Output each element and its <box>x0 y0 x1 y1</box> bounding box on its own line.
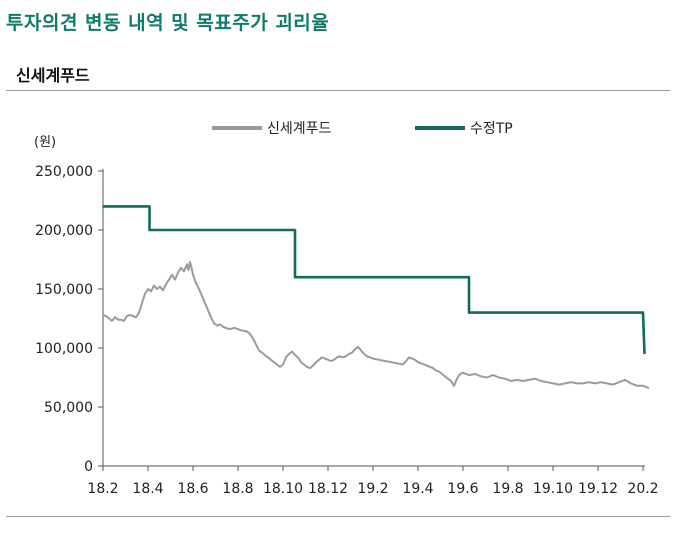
chart-axes <box>102 169 645 467</box>
chart-series <box>102 205 650 390</box>
x-axis-ticks: 18.2 18.4 18.6 18.8 18.10 18.12 19.2 19.4 19.6 19… <box>87 466 659 497</box>
y-axis-unit: (원) <box>34 135 56 150</box>
x-tick-label: 18.4 <box>132 481 163 497</box>
page-title: 투자의견 변동 내역 및 목표주가 괴리율 <box>6 12 330 34</box>
y-tick-label: 150,000 <box>35 282 93 298</box>
x-tick-label: 19.2 <box>357 481 388 497</box>
x-tick-label: 19.6 <box>447 481 478 497</box>
company-name: 신세계푸드 <box>16 66 90 85</box>
y-axis-ticks: 0 50,000 100,000 150,000 200,000 250,000 <box>35 164 103 475</box>
legend-label: 수정TP <box>470 121 513 137</box>
x-tick-label: 19.8 <box>492 481 523 497</box>
x-tick-label: 18.6 <box>177 481 208 497</box>
x-tick-label: 20.2 <box>627 481 658 497</box>
x-tick-label: 18.10 <box>263 481 303 497</box>
y-tick-label: 200,000 <box>35 223 93 239</box>
y-tick-label: 50,000 <box>44 400 93 416</box>
target-price-series-line <box>103 205 646 354</box>
x-tick-label: 19.4 <box>402 481 433 497</box>
x-tick-label: 18.12 <box>308 481 348 497</box>
y-tick-label: 250,000 <box>35 164 93 180</box>
x-tick-label: 18.2 <box>87 481 118 497</box>
price-series-line <box>102 260 650 390</box>
legend-label: 신세계푸드 <box>267 121 332 137</box>
chart-legend: 신세계푸드 수정TP <box>212 121 513 137</box>
x-tick-label: 19.10 <box>533 481 573 497</box>
bottom-divider <box>6 516 670 517</box>
top-divider <box>6 90 670 91</box>
y-tick-label: 0 <box>84 459 93 475</box>
x-tick-label: 18.8 <box>222 481 253 497</box>
y-tick-label: 100,000 <box>35 341 93 357</box>
x-tick-label: 19.12 <box>578 481 618 497</box>
